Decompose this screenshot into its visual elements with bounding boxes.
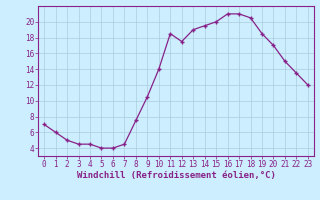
X-axis label: Windchill (Refroidissement éolien,°C): Windchill (Refroidissement éolien,°C)	[76, 171, 276, 180]
